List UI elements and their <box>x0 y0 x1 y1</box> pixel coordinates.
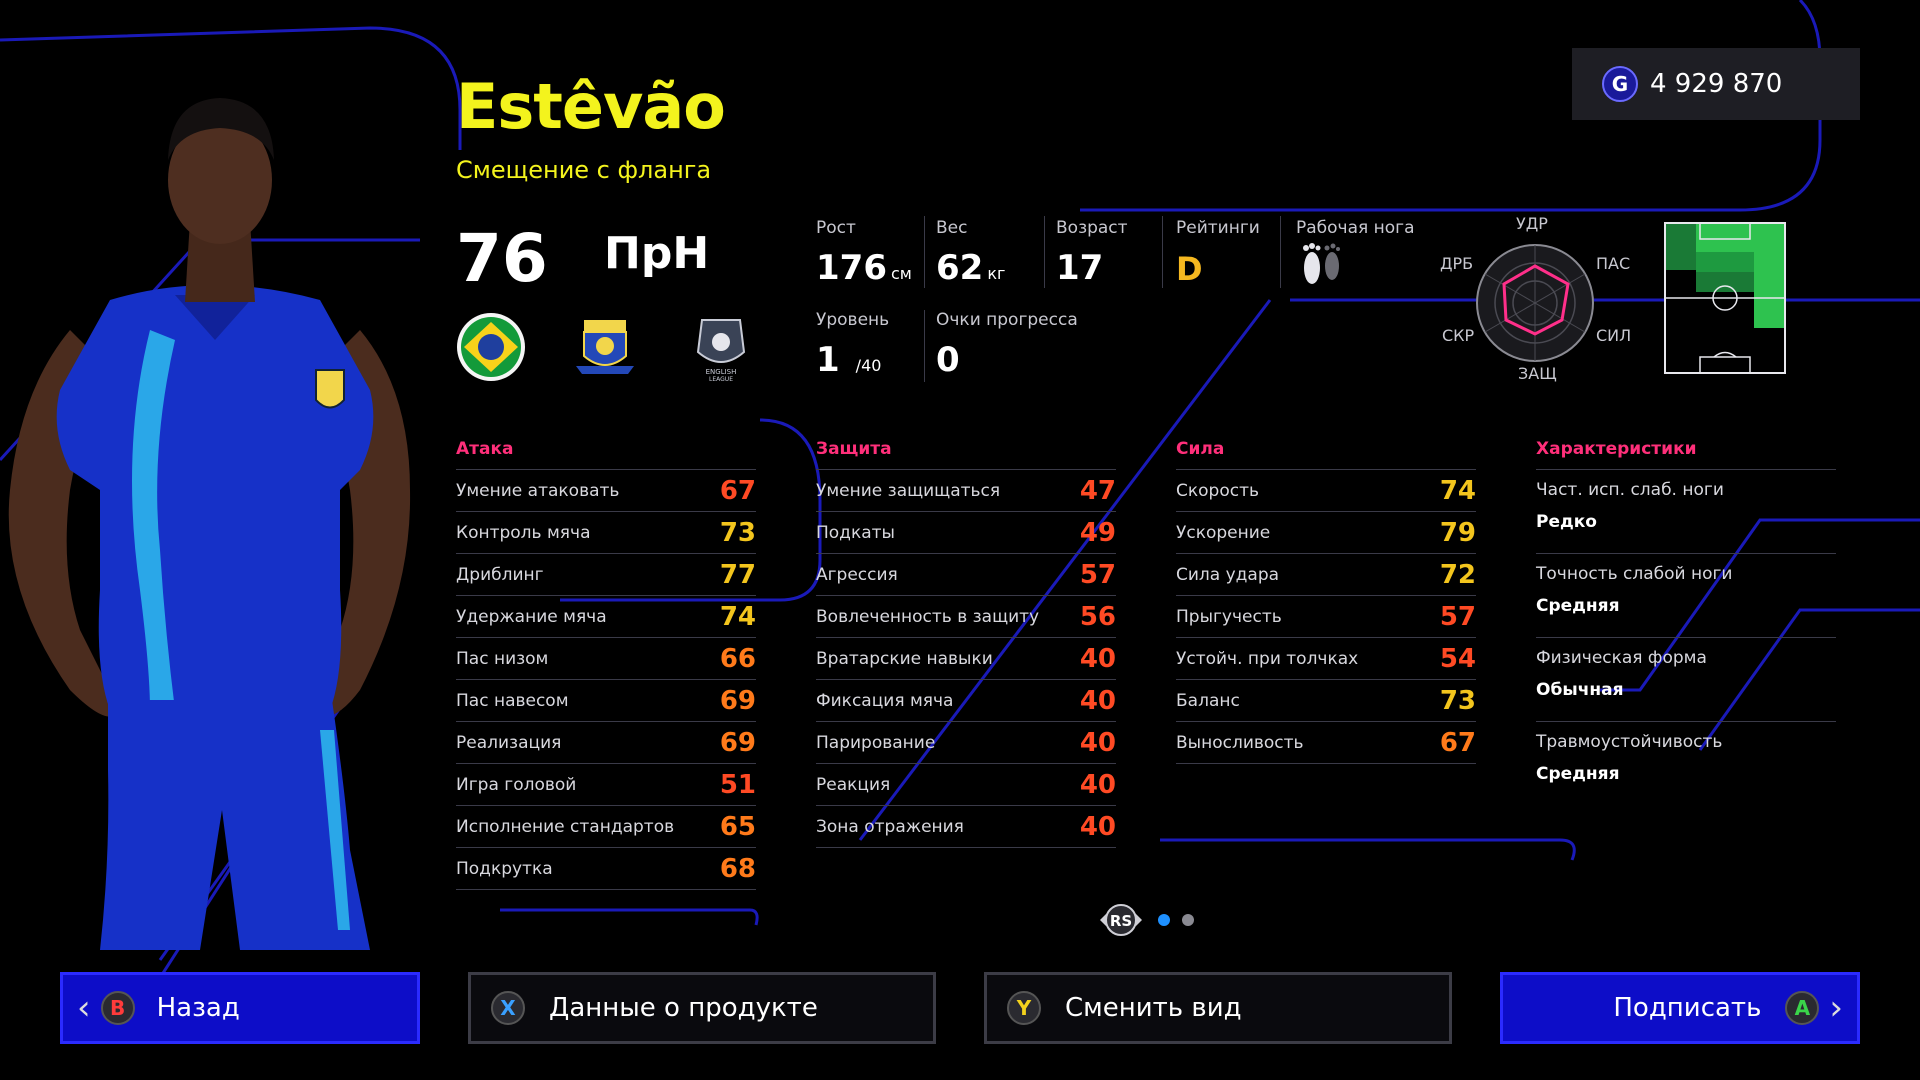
power-title: Сила <box>1176 436 1476 470</box>
overall-rating: 76 <box>456 220 548 297</box>
a-key-icon: A <box>1785 991 1820 1025</box>
chevron-right-icon: › <box>1829 988 1843 1028</box>
play-style: Смещение с фланга <box>456 156 712 184</box>
radar-label-physical: СИЛ <box>1596 326 1632 345</box>
trait-item: Травмоустойчивость Средняя <box>1536 732 1723 784</box>
radar-label-defending: ЗАЩ <box>1518 364 1557 383</box>
stat-row: Реализация 69 <box>456 722 756 764</box>
product-info-button[interactable]: X Данные о продукте <box>468 972 936 1044</box>
stat-row: Скорость 74 <box>1176 470 1476 512</box>
rs-stick-icon[interactable]: RS <box>1098 902 1144 938</box>
stat-row: Подкрутка 68 <box>456 848 756 890</box>
b-key-icon: B <box>100 991 135 1025</box>
radar-chart <box>1476 244 1594 362</box>
defense-title: Защита <box>816 436 1116 470</box>
foot-label: Рабочая нога <box>1296 218 1415 238</box>
stat-row: Устойч. при толчках 54 <box>1176 638 1476 680</box>
trait-item: Част. исп. слаб. ноги Редко <box>1536 470 1836 554</box>
stat-row: Выносливость 67 <box>1176 722 1476 764</box>
back-label: Назад <box>156 993 240 1023</box>
progress-value: 0 <box>936 340 960 380</box>
chevron-left-icon: ‹ <box>77 988 91 1028</box>
ratings-value: D <box>1176 250 1203 288</box>
traits-column: Характеристики Част. исп. слаб. ноги Редк… <box>1536 436 1836 806</box>
x-key-icon: X <box>491 991 525 1025</box>
stat-row: Умение атаковать 67 <box>456 470 756 512</box>
weight-label: Вес <box>936 218 968 238</box>
svg-text:ENGLISH: ENGLISH <box>706 368 737 376</box>
stat-row: Ускорение 79 <box>1176 512 1476 554</box>
stat-row: Прыгучесть 57 <box>1176 596 1476 638</box>
radar-label-shooting: УДР <box>1516 214 1548 233</box>
ratings-label: Рейтинги <box>1176 218 1260 238</box>
change-view-label: Сменить вид <box>1065 993 1242 1023</box>
stat-row: Исполнение стандартов 65 <box>456 806 756 848</box>
page-dot-active[interactable] <box>1158 914 1170 926</box>
attack-column: Атака Умение атаковать 67 Контроль мяча 73… <box>456 436 756 890</box>
divider <box>924 216 925 288</box>
y-key-icon: Y <box>1007 991 1041 1025</box>
product-info-label: Данные о продукте <box>549 993 818 1023</box>
power-column: Сила Скорость 74 Ускорение 79 Сила удара 72… <box>1176 436 1476 764</box>
divider <box>1162 216 1163 288</box>
stat-row: Удержание мяча 74 <box>456 596 756 638</box>
divider <box>1044 216 1045 288</box>
radar-label-dribbling: ДРБ <box>1440 254 1474 273</box>
attack-title: Атака <box>456 436 756 470</box>
page-dot[interactable] <box>1182 914 1194 926</box>
progress-label: Очки прогресса <box>936 310 1078 330</box>
stat-row: Баланс 73 <box>1176 680 1476 722</box>
player-render <box>8 98 411 950</box>
height-label: Рост <box>816 218 856 238</box>
divider <box>1280 216 1281 288</box>
stat-row: Вратарские навыки 40 <box>816 638 1116 680</box>
club-crest-icon <box>576 320 634 374</box>
defense-column: Защита Умение защищаться 47 Подкаты 49 Агр… <box>816 436 1116 848</box>
level-value: 1/40 <box>816 340 882 380</box>
stat-row: Зона отражения 40 <box>816 806 1116 848</box>
currency-display: G 4 929 870 <box>1572 48 1860 120</box>
gp-coin-icon: G <box>1602 66 1638 102</box>
currency-value: 4 929 870 <box>1650 69 1783 99</box>
divider <box>924 310 925 382</box>
stat-row: Агрессия 57 <box>816 554 1116 596</box>
position-pitch-map <box>1664 222 1786 374</box>
sign-label: Подписать <box>1613 993 1762 1023</box>
stat-row: Вовлеченность в защиту 56 <box>816 596 1116 638</box>
stat-row: Фиксация мяча 40 <box>816 680 1116 722</box>
stat-row: Дриблинг 77 <box>456 554 756 596</box>
traits-title: Характеристики <box>1536 436 1836 470</box>
level-label: Уровень <box>816 310 890 330</box>
sign-button[interactable]: Подписать A › <box>1500 972 1860 1044</box>
stat-row: Пас низом 66 <box>456 638 756 680</box>
height-value: 176 см <box>816 248 912 288</box>
svg-text:RS: RS <box>1110 912 1132 930</box>
feet-icon <box>1303 243 1340 284</box>
stat-row: Игра головой 51 <box>456 764 756 806</box>
stat-row: Реакция 40 <box>816 764 1116 806</box>
player-name: Estêvão <box>456 70 726 143</box>
back-button[interactable]: ‹ B Назад <box>60 972 420 1044</box>
brazil-flag-icon <box>457 313 525 381</box>
change-view-button[interactable]: Y Сменить вид <box>984 972 1452 1044</box>
stat-row: Умение защищаться 47 <box>816 470 1116 512</box>
stat-row: Сила удара 72 <box>1176 554 1476 596</box>
trait-item: Точность слабой ноги Средняя <box>1536 554 1836 638</box>
player-position: ПрН <box>604 228 710 279</box>
league-badge-icon: ENGLISH LEAGUE <box>696 319 746 382</box>
age-label: Возраст <box>1056 218 1128 238</box>
weight-value: 62 кг <box>936 248 1006 288</box>
stat-row: Пас навесом 69 <box>456 680 756 722</box>
stat-row: Контроль мяча 73 <box>456 512 756 554</box>
stat-row: Подкаты 49 <box>816 512 1116 554</box>
stat-row: Парирование 40 <box>816 722 1116 764</box>
age-value: 17 <box>1056 248 1104 288</box>
trait-item: Физическая форма Обычная <box>1536 638 1836 722</box>
radar-label-pace: СКР <box>1442 326 1475 345</box>
svg-text:LEAGUE: LEAGUE <box>709 376 733 382</box>
radar-label-passing: ПАС <box>1596 254 1631 273</box>
